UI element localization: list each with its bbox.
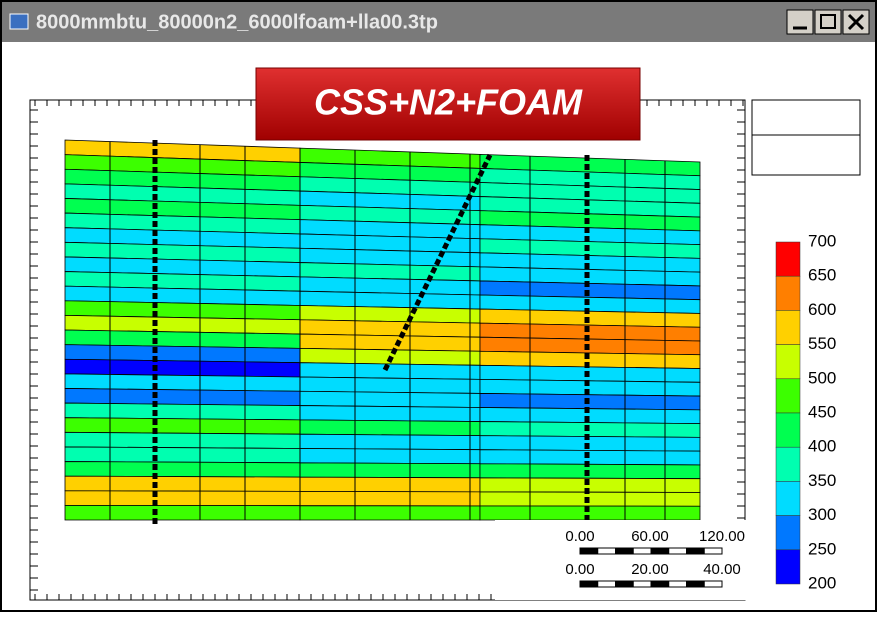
scale-label: 40.00: [703, 561, 741, 578]
window-buttons[interactable]: [786, 9, 870, 35]
legend-label: 350: [808, 471, 836, 490]
layer: [64, 446, 301, 464]
app-icon: [9, 13, 29, 30]
info-box: [751, 99, 861, 176]
layer: [299, 448, 481, 465]
layer: [299, 419, 481, 437]
banner-text: CSS+N2+FOAM: [314, 82, 583, 123]
layer: [64, 417, 301, 435]
legend-swatch: [775, 241, 801, 277]
layer: [299, 433, 481, 451]
layer: [479, 463, 701, 480]
legend-swatch: [775, 310, 801, 345]
minimize-button[interactable]: [786, 9, 814, 35]
legend-label: 500: [808, 368, 836, 387]
legend-label: 250: [808, 539, 836, 558]
layer: [479, 393, 701, 411]
layer: [479, 421, 701, 438]
layer: [299, 476, 481, 493]
scale-segment: [632, 580, 652, 588]
legend-swatch: [775, 344, 801, 380]
title-bar: [2, 2, 875, 42]
scale-segment: [686, 547, 705, 555]
scale-segment: [650, 547, 670, 555]
legend-swatch: [775, 378, 801, 414]
scale-segment: [579, 580, 599, 588]
legend-swatch: [775, 549, 801, 585]
legend-label: 450: [808, 402, 836, 421]
scale-bars: 0.00 60.00 120.00 0.00 20.00 40.00: [565, 528, 745, 588]
scale-segment: [597, 580, 616, 588]
scale-label: 20.00: [631, 561, 669, 578]
legend-label: 400: [808, 437, 836, 456]
legend-label: 550: [808, 334, 836, 353]
legend-swatch: [775, 412, 801, 448]
legend-label: 600: [808, 300, 836, 319]
layer: [479, 449, 701, 466]
banner: [255, 67, 641, 141]
scale-segment: [686, 580, 705, 588]
layer: [479, 505, 701, 521]
scale-segment: [579, 547, 599, 555]
maximize-icon: [820, 14, 836, 29]
layer: [64, 461, 301, 478]
legend-swatch: [775, 481, 801, 516]
layer: [479, 435, 701, 452]
layer: [299, 462, 481, 479]
layer: [64, 402, 301, 421]
maximize-button[interactable]: [814, 9, 842, 35]
cross-section: [64, 139, 701, 525]
legend-label: 650: [808, 266, 836, 285]
scale-label: 120.00: [699, 528, 745, 545]
layer: [64, 490, 301, 507]
scale-segment: [703, 580, 723, 588]
scale-segment: [615, 547, 634, 555]
layer: [64, 504, 301, 521]
layer: [64, 431, 301, 449]
layer: [299, 405, 481, 422]
scale-segment: [597, 547, 616, 555]
legend-label: 700: [808, 231, 836, 250]
layer: [479, 477, 701, 493]
layer: [299, 362, 481, 380]
legend-swatch: [775, 446, 801, 482]
scale-segment: [650, 580, 670, 588]
layer: [299, 490, 481, 507]
scale-segment: [632, 547, 652, 555]
layer: [479, 407, 701, 425]
scale-label: 0.00: [565, 561, 594, 578]
layer: [64, 475, 301, 492]
scale-segment: [703, 547, 723, 555]
legend-swatch: [775, 515, 801, 551]
scale-segment: [668, 547, 687, 555]
scale-segment: [668, 580, 687, 588]
layer: [299, 390, 481, 408]
layer: [479, 491, 701, 507]
legend-swatch: [775, 275, 801, 311]
scale-segment: [615, 580, 634, 588]
legend-label: 200: [808, 573, 836, 592]
layer: [299, 505, 481, 521]
window-title: 8000mmbtu_80000n2_6000lfoam+lla00.3tp: [36, 11, 438, 33]
layer: [299, 376, 481, 394]
layer: [64, 388, 301, 406]
legend-label: 300: [808, 505, 836, 524]
close-icon: [847, 13, 865, 31]
color-legend: 700 650 600 550 500 450 400 350 300 250 200: [775, 231, 836, 592]
scale-label: 60.00: [631, 528, 669, 545]
well: [382, 153, 493, 372]
scale-label: 0.00: [565, 528, 594, 545]
